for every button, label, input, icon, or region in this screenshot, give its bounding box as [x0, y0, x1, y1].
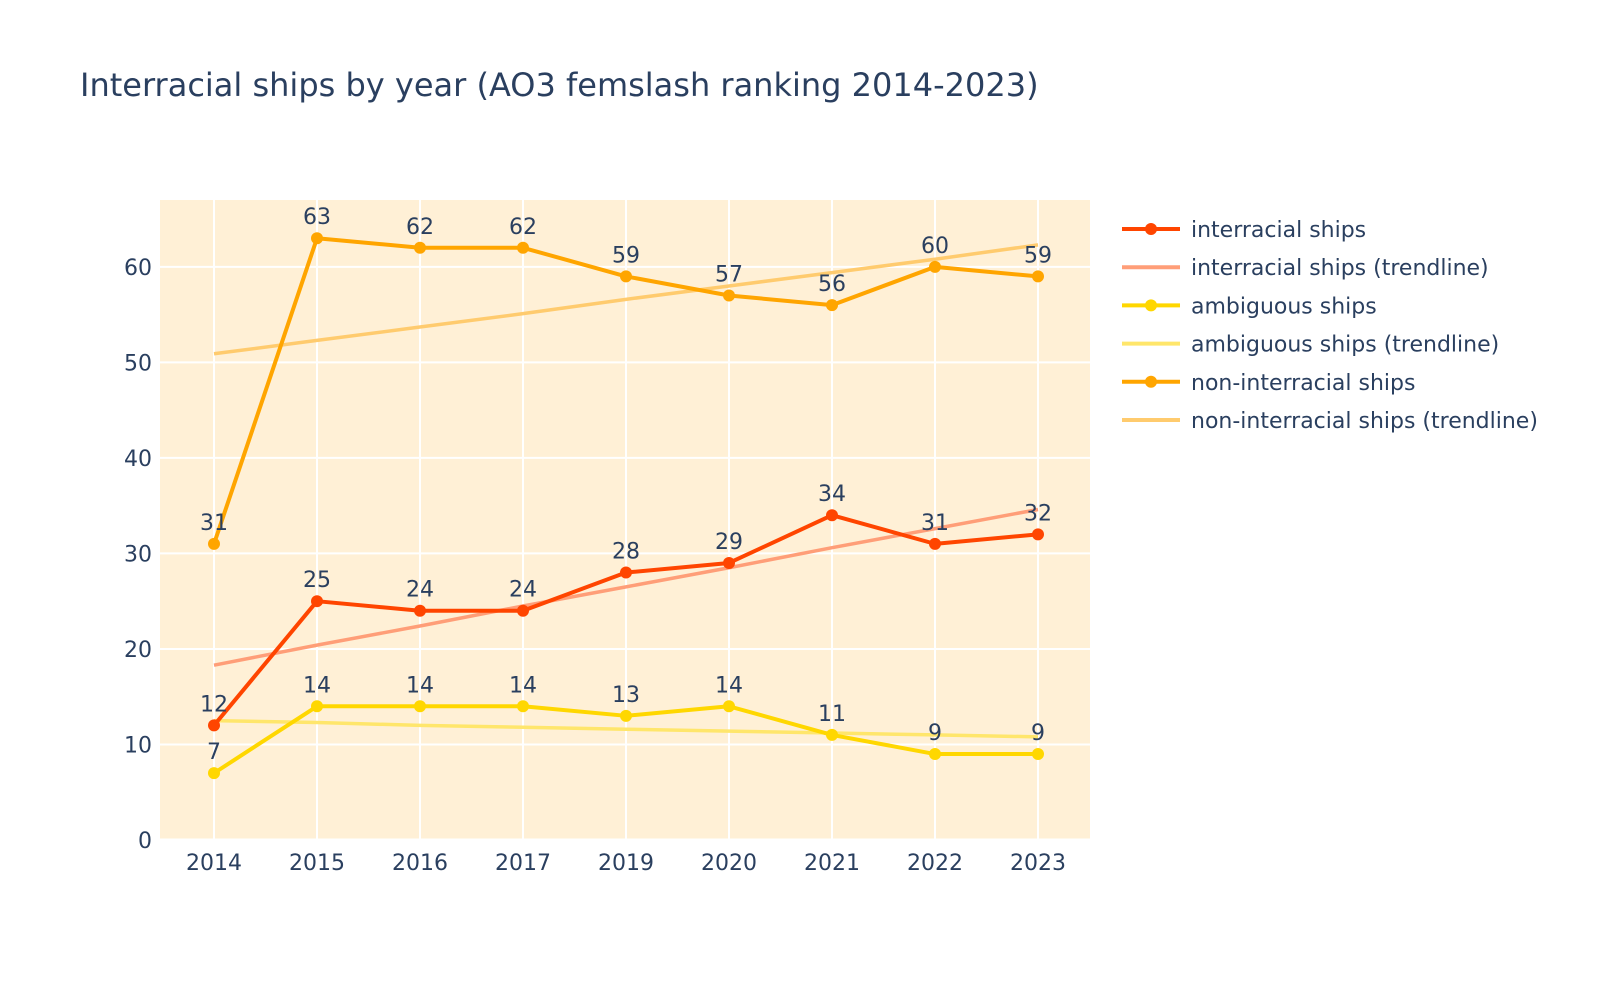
- y-tick-label: 30: [124, 542, 152, 567]
- data-label: 56: [818, 272, 846, 297]
- data-point[interactable]: [414, 700, 426, 713]
- x-tick-label: 2015: [289, 851, 345, 876]
- data-point[interactable]: [826, 509, 838, 522]
- data-point[interactable]: [208, 537, 220, 550]
- x-tick-label: 2016: [392, 851, 448, 876]
- legend-label[interactable]: ambiguous ships: [1191, 294, 1377, 319]
- axis-tick-labels: 2014 2015 2016 2017 2019 2020 2021 2022 20230102…: [124, 256, 1066, 876]
- y-tick-label: 50: [124, 351, 152, 376]
- data-point[interactable]: [208, 767, 220, 780]
- data-label: 31: [921, 511, 949, 536]
- data-point[interactable]: [723, 700, 735, 713]
- trendline: [213, 718, 1039, 739]
- data-point[interactable]: [723, 556, 735, 569]
- data-point[interactable]: [1032, 528, 1044, 541]
- data-point[interactable]: [1032, 748, 1044, 761]
- legend-marker: [1145, 223, 1157, 235]
- data-label-layer: 12 25 24 24 28 29 34 31 32 7 14 14 14 13 14 11 9 9 31 63 62 6…: [200, 205, 1052, 765]
- series-layer: [208, 232, 1044, 780]
- data-label: 28: [612, 540, 640, 565]
- legend-label[interactable]: ambiguous ships (trendline): [1191, 333, 1499, 358]
- data-label: 31: [200, 511, 228, 536]
- data-point[interactable]: [517, 700, 529, 713]
- y-tick-label: 40: [124, 447, 152, 472]
- data-point[interactable]: [311, 595, 323, 608]
- data-label: 24: [406, 578, 434, 603]
- legend-label[interactable]: non-interracial ships: [1191, 371, 1415, 396]
- data-label: 12: [200, 692, 228, 717]
- x-tick-label: 2022: [907, 851, 963, 876]
- data-label: 62: [509, 215, 537, 240]
- data-point[interactable]: [414, 241, 426, 254]
- data-point[interactable]: [1032, 270, 1044, 283]
- data-label: 14: [303, 673, 331, 698]
- data-label: 62: [406, 215, 434, 240]
- data-point[interactable]: [414, 604, 426, 617]
- y-tick-label: 0: [138, 829, 152, 854]
- x-tick-label: 2014: [186, 851, 242, 876]
- y-tick-label: 60: [124, 256, 152, 281]
- x-tick-label: 2017: [495, 851, 551, 876]
- data-label: 34: [818, 482, 846, 507]
- data-label: 14: [715, 673, 743, 698]
- legend-label[interactable]: interracial ships (trendline): [1191, 256, 1489, 281]
- data-point[interactable]: [620, 709, 632, 722]
- data-label: 63: [303, 205, 331, 230]
- data-label: 7: [207, 740, 221, 765]
- data-label: 29: [715, 530, 743, 555]
- data-point[interactable]: [826, 728, 838, 741]
- data-point[interactable]: [929, 748, 941, 761]
- legend-marker: [1145, 375, 1157, 388]
- x-tick-label: 2023: [1010, 851, 1066, 876]
- x-tick-label: 2021: [804, 851, 860, 876]
- y-tick-label: 20: [124, 638, 152, 663]
- data-point[interactable]: [723, 289, 735, 302]
- x-tick-label: 2019: [598, 851, 654, 876]
- legend-label[interactable]: interracial ships: [1191, 218, 1366, 243]
- data-label: 9: [1031, 721, 1045, 746]
- chart-title: Interracial ships by year (AO3 femslash …: [80, 66, 1039, 104]
- data-label: 57: [715, 263, 743, 288]
- data-label: 25: [303, 568, 331, 593]
- data-label: 13: [612, 683, 640, 708]
- data-point[interactable]: [208, 719, 220, 732]
- data-point[interactable]: [826, 299, 838, 312]
- data-label: 9: [928, 721, 942, 746]
- data-point[interactable]: [929, 260, 941, 273]
- data-point[interactable]: [620, 566, 632, 579]
- data-label: 32: [1024, 501, 1052, 526]
- x-tick-label: 2020: [701, 851, 757, 876]
- data-point[interactable]: [517, 241, 529, 254]
- data-point[interactable]: [929, 537, 941, 550]
- y-tick-label: 10: [124, 733, 152, 758]
- data-point[interactable]: [311, 232, 323, 245]
- data-point[interactable]: [517, 604, 529, 617]
- legend: interracial ships interracial ships (tren…: [1122, 218, 1538, 434]
- legend-marker: [1145, 299, 1157, 312]
- legend-label[interactable]: non-interracial ships (trendline): [1191, 409, 1538, 434]
- data-label: 59: [1024, 243, 1052, 268]
- data-point[interactable]: [311, 700, 323, 713]
- data-label: 59: [612, 243, 640, 268]
- data-label: 24: [509, 578, 537, 603]
- data-label: 11: [818, 702, 846, 727]
- data-label: 14: [406, 673, 434, 698]
- trendline: [213, 243, 1039, 356]
- data-point[interactable]: [620, 270, 632, 283]
- data-label: 14: [509, 673, 537, 698]
- data-label: 60: [921, 234, 949, 259]
